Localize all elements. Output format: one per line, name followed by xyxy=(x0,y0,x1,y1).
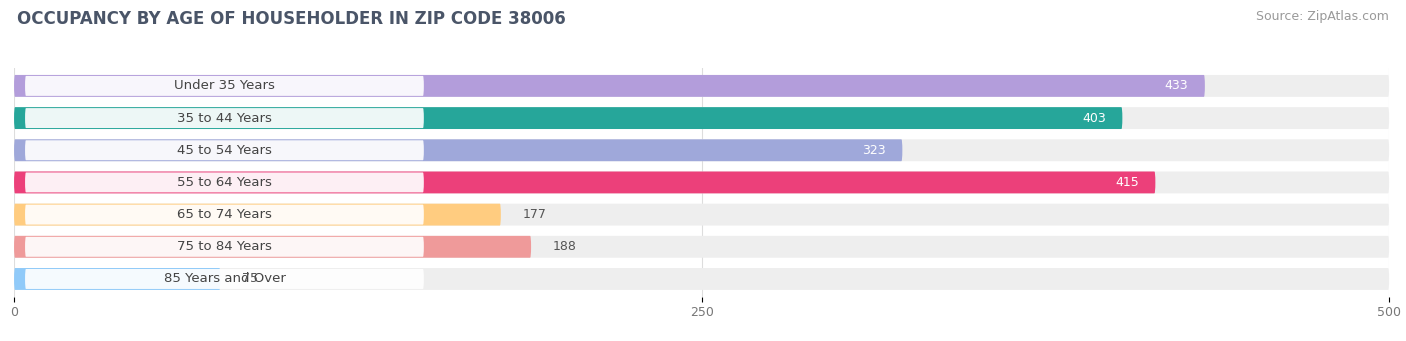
FancyBboxPatch shape xyxy=(14,172,1156,193)
FancyBboxPatch shape xyxy=(14,236,1389,258)
Text: 403: 403 xyxy=(1083,112,1107,124)
Text: 177: 177 xyxy=(523,208,547,221)
FancyBboxPatch shape xyxy=(25,140,423,160)
FancyBboxPatch shape xyxy=(14,107,1122,129)
FancyBboxPatch shape xyxy=(14,236,531,258)
Text: 415: 415 xyxy=(1115,176,1139,189)
Text: 55 to 64 Years: 55 to 64 Years xyxy=(177,176,271,189)
FancyBboxPatch shape xyxy=(25,173,423,192)
FancyBboxPatch shape xyxy=(14,268,221,290)
FancyBboxPatch shape xyxy=(14,139,903,161)
Text: 433: 433 xyxy=(1164,79,1188,92)
Text: OCCUPANCY BY AGE OF HOUSEHOLDER IN ZIP CODE 38006: OCCUPANCY BY AGE OF HOUSEHOLDER IN ZIP C… xyxy=(17,10,565,28)
Text: 75 to 84 Years: 75 to 84 Years xyxy=(177,240,271,253)
FancyBboxPatch shape xyxy=(25,76,423,96)
Text: 45 to 54 Years: 45 to 54 Years xyxy=(177,144,271,157)
Text: 188: 188 xyxy=(553,240,576,253)
Text: 85 Years and Over: 85 Years and Over xyxy=(163,272,285,285)
FancyBboxPatch shape xyxy=(14,204,501,225)
FancyBboxPatch shape xyxy=(14,268,1389,290)
FancyBboxPatch shape xyxy=(14,75,1205,97)
FancyBboxPatch shape xyxy=(25,205,423,225)
Text: 35 to 44 Years: 35 to 44 Years xyxy=(177,112,271,124)
FancyBboxPatch shape xyxy=(25,108,423,128)
FancyBboxPatch shape xyxy=(25,237,423,257)
FancyBboxPatch shape xyxy=(14,107,1389,129)
FancyBboxPatch shape xyxy=(14,75,1389,97)
Text: 65 to 74 Years: 65 to 74 Years xyxy=(177,208,271,221)
FancyBboxPatch shape xyxy=(14,139,1389,161)
FancyBboxPatch shape xyxy=(14,204,1389,225)
Text: 323: 323 xyxy=(862,144,886,157)
Text: Under 35 Years: Under 35 Years xyxy=(174,79,276,92)
Text: Source: ZipAtlas.com: Source: ZipAtlas.com xyxy=(1256,10,1389,23)
FancyBboxPatch shape xyxy=(25,269,423,289)
FancyBboxPatch shape xyxy=(14,172,1389,193)
Text: 75: 75 xyxy=(242,272,259,285)
